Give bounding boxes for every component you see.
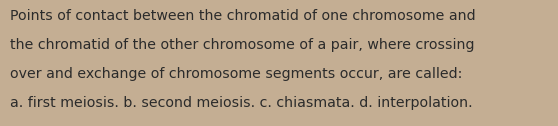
Text: the chromatid of the other chromosome of a pair, where crossing: the chromatid of the other chromosome of…: [10, 38, 474, 52]
Text: a. first meiosis. b. second meiosis. c. chiasmata. d. interpolation.: a. first meiosis. b. second meiosis. c. …: [10, 96, 473, 110]
Text: over and exchange of chromosome segments occur, are called:: over and exchange of chromosome segments…: [10, 67, 463, 81]
Text: Points of contact between the chromatid of one chromosome and: Points of contact between the chromatid …: [10, 9, 475, 23]
